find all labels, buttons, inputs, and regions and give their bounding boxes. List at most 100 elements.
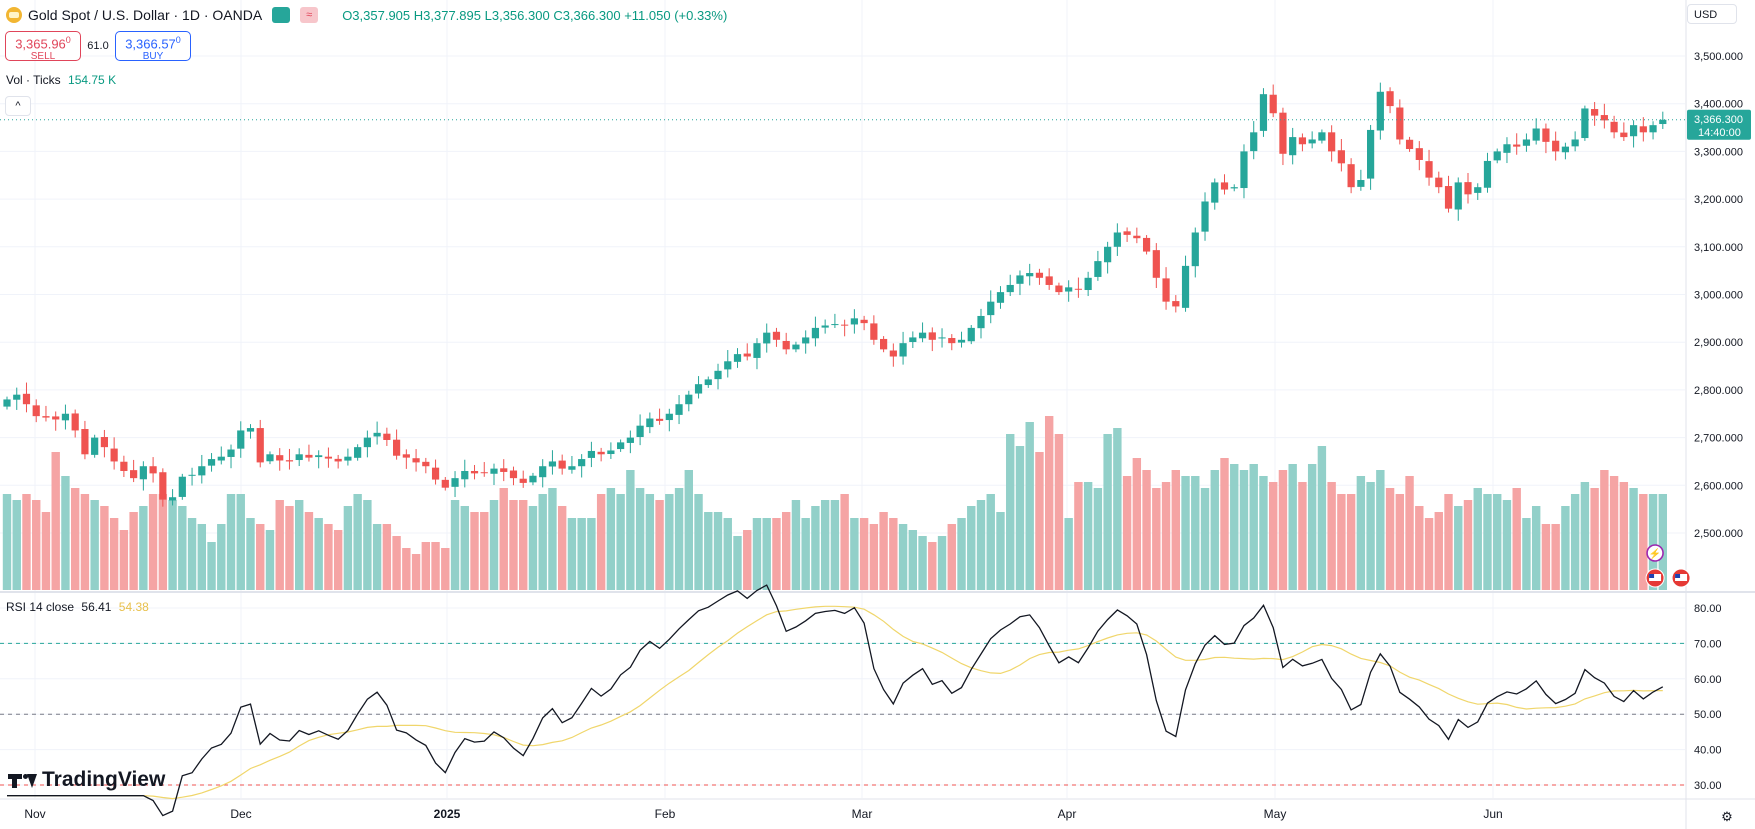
volume-bar — [1142, 470, 1151, 590]
volume-bar — [460, 506, 469, 590]
volume-bars — [2, 416, 1667, 590]
volume-bar — [1191, 476, 1200, 590]
price-tick-label: 2,500.000 — [1694, 528, 1743, 540]
volume-bar — [1259, 476, 1268, 590]
candle-body — [792, 344, 800, 350]
volume-bar — [324, 524, 333, 590]
volume-label: Vol · Ticks — [6, 73, 61, 87]
volume-legend[interactable]: Vol · Ticks 154.75 K — [6, 73, 116, 87]
rsi-pane — [0, 584, 1685, 817]
rsi-line — [7, 584, 1664, 817]
volume-bar — [431, 542, 440, 590]
candle-body — [782, 340, 790, 350]
volume-bar — [1434, 512, 1443, 590]
open-value: O3,357.905 — [342, 7, 411, 23]
candle-body — [1142, 237, 1151, 252]
candle-body — [1045, 276, 1053, 285]
volume-bar — [1395, 494, 1405, 590]
candle-body — [1104, 246, 1112, 263]
candle-body — [354, 447, 362, 458]
candle-body — [704, 379, 712, 386]
candle-body — [490, 468, 498, 474]
rsi-legend[interactable]: RSI 14 close 56.41 54.38 — [6, 600, 149, 614]
volume-bar — [70, 488, 80, 590]
candle-body — [13, 394, 21, 400]
volume-bar — [1522, 518, 1531, 590]
lightning-event-icon[interactable] — [1646, 544, 1664, 562]
candle-body — [1250, 132, 1258, 152]
candle-body — [1347, 164, 1355, 188]
settings-gear-icon[interactable]: ⚙ — [1721, 809, 1733, 824]
candle-body — [1279, 112, 1287, 154]
candle-body — [1259, 94, 1268, 131]
candle-body — [870, 323, 878, 340]
candle-body — [285, 460, 294, 462]
logo-text: TradingView — [42, 768, 166, 791]
candle-body — [996, 292, 1005, 303]
sell-button[interactable]: 3,365.960 SELL — [5, 31, 81, 62]
volume-bar — [567, 518, 577, 590]
volume-bar — [421, 542, 431, 590]
candle-body — [743, 353, 751, 357]
volume-bar — [1152, 488, 1161, 590]
volume-bar — [148, 494, 158, 590]
volume-bar — [557, 506, 567, 590]
volume-bar — [470, 512, 479, 590]
candle-body — [1035, 272, 1044, 278]
candle-body — [967, 327, 975, 342]
time-tick-label: Dec — [230, 807, 251, 821]
volume-bar — [353, 494, 362, 590]
buy-button[interactable]: 3,366.570 BUY — [115, 31, 191, 62]
price-tick-label: 2,700.000 — [1694, 433, 1743, 445]
candle-body — [1464, 182, 1472, 195]
price-tick-label: 3,200.000 — [1694, 194, 1743, 206]
volume-bar — [1337, 494, 1346, 590]
candle-body — [1396, 107, 1404, 140]
volume-bar — [801, 518, 810, 590]
volume-bar — [139, 506, 148, 590]
candle-body — [1172, 301, 1180, 307]
event-markers[interactable]: ⚡ — [1645, 544, 1691, 588]
candle-body — [977, 315, 985, 329]
volume-bar — [158, 494, 168, 590]
volume-bar — [1083, 482, 1093, 590]
volume-bar — [41, 512, 51, 590]
candle-body — [802, 337, 810, 344]
volume-bar — [684, 470, 693, 590]
candle-body — [52, 416, 60, 420]
volume-bar — [1639, 494, 1648, 590]
candle-body — [198, 466, 206, 476]
volume-bar — [129, 512, 138, 590]
currency-button[interactable]: USD — [1687, 4, 1737, 24]
collapse-legend-button[interactable]: ^ — [5, 96, 31, 116]
candle-body — [938, 337, 946, 339]
candle-body — [1513, 144, 1521, 147]
volume-bar — [1512, 488, 1521, 590]
market-status-icon[interactable] — [272, 7, 291, 23]
candle-body — [1444, 186, 1453, 209]
flag-canton — [1649, 574, 1655, 578]
candle-body — [1581, 108, 1589, 139]
candle-body — [1405, 139, 1414, 150]
volume-bar — [1356, 476, 1366, 590]
volume-bar — [713, 512, 723, 590]
volume-bar — [635, 488, 645, 590]
candle-body — [899, 343, 907, 357]
volume-bar — [1269, 482, 1278, 590]
volume-bar — [1502, 500, 1512, 590]
low-value: L3,356.300 — [484, 7, 550, 23]
candle-body — [519, 478, 527, 483]
volume-bar — [1181, 476, 1190, 590]
tradingview-logo[interactable]: TradingView — [8, 768, 165, 792]
volume-bar — [1385, 488, 1395, 590]
volume-bar — [528, 506, 538, 590]
compare-icon[interactable]: ≈ — [300, 7, 319, 23]
candle-body — [22, 393, 31, 405]
volume-bar — [450, 500, 460, 590]
price-axis[interactable]: 3,500.000 3,400.000 3,300.000 3,200.000 3,10… — [24, 51, 1751, 821]
flag-stripe — [1649, 574, 1662, 581]
volume-bar — [1551, 524, 1560, 590]
symbol-header[interactable]: Gold Spot / U.S. Dollar · 1D · OANDA ≈ O… — [6, 4, 727, 26]
volume-bar — [937, 536, 947, 590]
